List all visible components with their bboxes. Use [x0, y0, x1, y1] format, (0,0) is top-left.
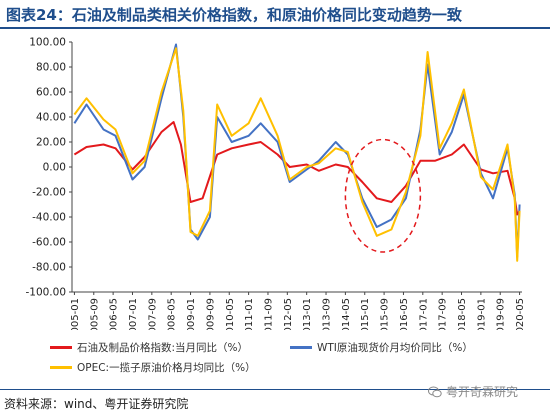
- x-tick-label-9: 2011-01: [244, 298, 255, 330]
- legend-swatch-series2: [290, 346, 312, 349]
- series-line-1: [73, 121, 521, 216]
- y-tick-label-4: 20.00: [36, 137, 66, 149]
- x-tick-label-4: 2007-09: [147, 298, 158, 330]
- y-tick-label-2: 60.00: [36, 87, 66, 99]
- legend-swatch-series3: [50, 366, 72, 369]
- x-tick-label-7: 2009-09: [205, 298, 216, 330]
- series-line-2: [73, 43, 521, 258]
- legend-label-series2: WTI原油现货价月均价同比（%）: [317, 342, 473, 354]
- legend-label-series1: 石油及制品价格指数:当月同比（%）: [77, 342, 249, 354]
- x-tick-label-13: 2013-09: [322, 298, 333, 330]
- x-tick-label-23: 2020-05: [515, 298, 526, 330]
- title-divider: [0, 27, 550, 29]
- legend-item-series1: 石油及制品价格指数:当月同比（%）: [50, 340, 248, 355]
- y-tick-label-10: -100.00: [25, 287, 66, 299]
- legend-item-series3: OPEC:一揽子原油价格月均同比（%）: [50, 360, 256, 375]
- series-line-3: [73, 47, 521, 262]
- chart-title: 图表24：石油及制品类相关价格指数，和原油价格同比变动趋势一致: [6, 6, 462, 24]
- watermark-text: 粤开奇霖研究: [446, 385, 519, 399]
- x-tick-label-10: 2011-09: [263, 298, 274, 330]
- x-tick-label-2: 2006-05: [109, 298, 120, 330]
- x-tick-label-19: 2017-09: [438, 298, 449, 330]
- x-tick-label-21: 2019-01: [476, 298, 487, 330]
- y-tick-label-0: 100.00: [29, 37, 66, 49]
- x-tick-label-14: 2014-05: [341, 298, 352, 330]
- x-tick-label-17: 2016-05: [399, 298, 410, 330]
- watermark: 粤开奇霖研究: [428, 383, 518, 400]
- y-tick-label-1: 80.00: [36, 62, 66, 74]
- x-tick-label-0: 2005-01: [70, 298, 81, 330]
- x-tick-label-11: 2012-05: [283, 298, 294, 330]
- highlight-ellipse: [344, 138, 422, 253]
- y-tick-label-7: -40.00: [32, 212, 66, 224]
- x-tick-label-6: 2009-01: [186, 298, 197, 330]
- legend-item-series2: WTI原油现货价月均价同比（%）: [290, 340, 473, 355]
- line-chart: 100.00 80.00 60.00 40.00 20.00 0.00 -20.00 -40.…: [25, 37, 526, 331]
- x-tick-label-20: 2018-05: [457, 298, 468, 330]
- x-tick-label-3: 2007-01: [128, 298, 139, 330]
- source-note: 资料来源：wind、粤开证券研究院: [4, 397, 189, 411]
- y-tick-label-8: -60.00: [32, 237, 66, 249]
- y-tick-label-3: 40.00: [36, 112, 66, 124]
- y-tick-label-9: -80.00: [32, 262, 66, 274]
- x-tick-label-15: 2015-01: [360, 298, 371, 330]
- x-tick-label-12: 2013-01: [302, 298, 313, 330]
- x-tick-label-18: 2017-01: [418, 298, 429, 330]
- y-tick-label-5: 0.00: [43, 162, 66, 174]
- y-tick-label-6: -20.00: [32, 187, 66, 199]
- wechat-icon: [428, 386, 442, 397]
- x-tick-label-1: 2005-09: [89, 298, 100, 330]
- x-tick-label-8: 2010-05: [225, 298, 236, 330]
- x-tick-label-22: 2019-09: [496, 298, 507, 330]
- legend-label-series3: OPEC:一揽子原油价格月均同比（%）: [77, 362, 256, 374]
- x-tick-label-5: 2008-05: [167, 298, 178, 330]
- legend-swatch-series1: [50, 346, 72, 349]
- source-divider: [0, 389, 550, 390]
- x-tick-label-16: 2015-09: [380, 298, 391, 330]
